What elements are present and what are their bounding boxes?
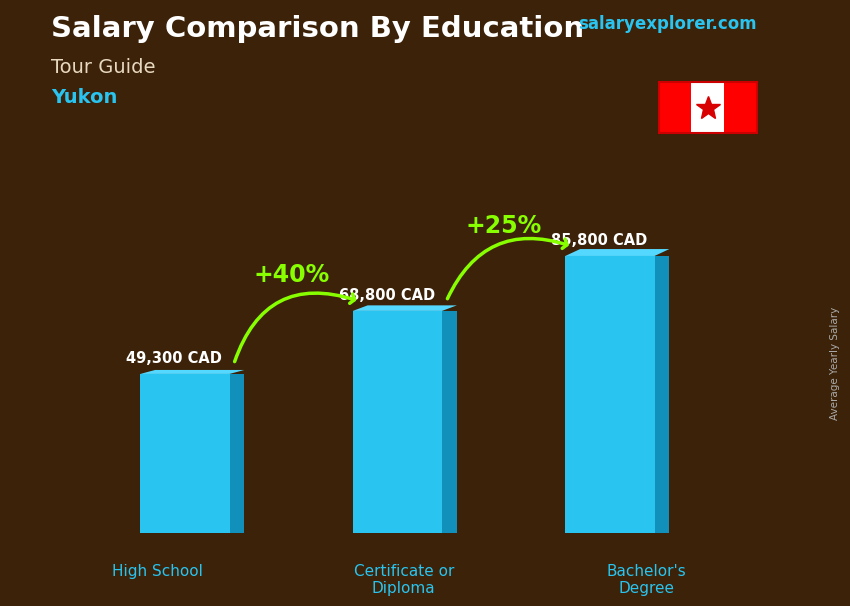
Text: Average Yearly Salary: Average Yearly Salary (830, 307, 840, 420)
Polygon shape (353, 305, 457, 311)
Polygon shape (442, 311, 457, 533)
Bar (724, 82, 756, 133)
Text: Bachelor's
Degree: Bachelor's Degree (606, 564, 686, 596)
Text: Certificate or
Diploma: Certificate or Diploma (354, 564, 454, 596)
Text: High School: High School (112, 564, 202, 579)
Polygon shape (140, 370, 245, 374)
Polygon shape (565, 249, 670, 256)
Polygon shape (654, 256, 670, 533)
Text: +25%: +25% (466, 215, 541, 238)
Text: 85,800 CAD: 85,800 CAD (551, 233, 648, 248)
Text: 68,800 CAD: 68,800 CAD (338, 288, 435, 303)
Bar (691, 82, 724, 133)
Text: Tour Guide: Tour Guide (51, 58, 156, 76)
Bar (140, 374, 230, 533)
Bar (659, 82, 691, 133)
Text: +40%: +40% (253, 263, 329, 287)
Bar (353, 311, 442, 533)
Text: Yukon: Yukon (51, 88, 117, 107)
Bar (565, 256, 654, 533)
Text: Salary Comparison By Education: Salary Comparison By Education (51, 15, 584, 43)
Text: 49,300 CAD: 49,300 CAD (127, 351, 222, 366)
Polygon shape (230, 374, 245, 533)
Text: salaryexplorer.com: salaryexplorer.com (578, 15, 756, 33)
